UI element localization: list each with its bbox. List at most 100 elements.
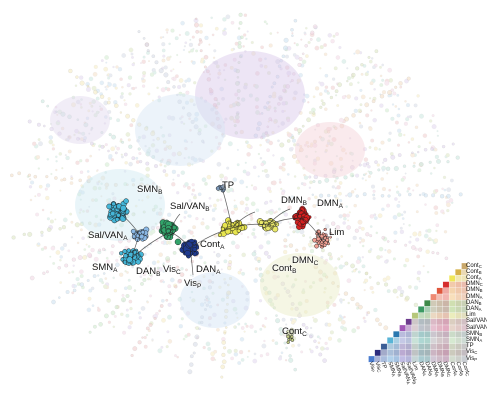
label-main: SMN — [92, 262, 114, 273]
matrix-cell — [461, 355, 468, 363]
matrix-row-label-subscript: C — [478, 263, 482, 269]
matrix-diagonal-cell — [399, 324, 406, 332]
label-subscript: A — [216, 269, 221, 276]
matrix-row-label-subscript: A — [478, 306, 482, 312]
label-tp: TP — [222, 181, 234, 191]
matrix-cell — [430, 343, 437, 350]
label-main: Lim — [329, 227, 345, 238]
matrix-row-label-main: SMN — [466, 336, 480, 343]
matrix-diagonal-cell — [417, 306, 425, 313]
label-subscript: A — [113, 267, 118, 274]
matrix-row-label: ContC — [466, 263, 482, 270]
matrix-row-label-subscript: A — [479, 294, 483, 300]
matrix-cell — [436, 349, 444, 357]
label-main: DAN — [136, 266, 157, 277]
matrix-cell — [424, 318, 431, 326]
label-main: SMN — [137, 184, 159, 195]
matrix-row-label-subscript: A — [479, 337, 483, 343]
label-subscript: A — [220, 244, 225, 251]
matrix-cell — [455, 318, 462, 326]
matrix-row-label: DMNB — [466, 287, 483, 294]
matrix-cell — [442, 337, 450, 344]
matrix-cell — [405, 324, 413, 332]
matrix-cell — [448, 324, 456, 332]
cluster-smn-b — [106, 198, 130, 224]
matrix-cell — [442, 331, 450, 338]
matrix-diagonal-cell — [442, 281, 450, 288]
matrix-cell — [436, 337, 444, 344]
label-lim: Lim — [329, 228, 344, 238]
matrix-diagonal-cell — [405, 318, 413, 326]
matrix-cell — [448, 318, 456, 326]
label-main: Sal/VAN — [88, 230, 124, 241]
matrix-cell — [442, 312, 450, 319]
matrix-cell — [405, 343, 413, 350]
matrix-diagonal-cell — [411, 312, 419, 319]
matrix-cell — [386, 349, 394, 357]
matrix-cell — [436, 300, 444, 307]
matrix-cell — [455, 343, 462, 350]
matrix-cell — [411, 343, 419, 350]
matrix-cell — [448, 300, 456, 307]
matrix-cell — [448, 312, 456, 319]
matrix-row-label-main: DAN — [466, 299, 479, 306]
matrix-cell — [455, 306, 462, 313]
matrix-cell — [436, 331, 444, 338]
matrix-cell — [424, 324, 431, 332]
cluster-smn-a — [119, 248, 144, 266]
matrix-cell — [417, 337, 425, 344]
matrix-cell — [455, 337, 462, 344]
label-main: Sal/VAN — [170, 201, 206, 212]
matrix-diagonal-cell — [436, 287, 444, 295]
matrix-cell — [442, 287, 450, 295]
matrix-cell — [448, 337, 456, 344]
radial-spokes — [10, 12, 463, 379]
matrix-cell — [424, 306, 431, 313]
matrix-cell — [455, 275, 462, 282]
matrix-row-label: VisC — [466, 349, 477, 356]
label-smn-b: SMNB — [137, 184, 162, 196]
matrix-row-label: Lim — [466, 312, 476, 319]
matrix-cell — [455, 349, 462, 357]
matrix-cell — [455, 324, 462, 332]
matrix-cell — [448, 293, 456, 301]
label-dmn-a: DMNA — [317, 199, 343, 210]
matrix-row-label: DMNC — [466, 281, 483, 288]
matrix-cell — [399, 337, 406, 344]
network-edges — [117, 187, 323, 276]
cluster-sal-van-a — [130, 226, 150, 242]
matrix-row-label-subscript: C — [479, 282, 483, 288]
color-washes — [50, 51, 365, 328]
label-main: TP — [222, 180, 235, 191]
matrix-row-label-main: Cont — [466, 262, 479, 269]
matrix-cell — [442, 349, 450, 357]
label-subscript: C — [313, 260, 319, 267]
label-main: Vis — [163, 264, 177, 275]
matrix-cell — [411, 318, 419, 326]
matrix-cell — [393, 343, 400, 350]
matrix-row-label: DANA — [466, 306, 482, 313]
matrix-cell — [430, 306, 437, 313]
label-subscript: A — [123, 235, 128, 242]
matrix-cell — [436, 324, 444, 332]
matrix-row-label: SMNA — [466, 337, 482, 344]
label-smn-a: SMNA — [92, 262, 118, 274]
matrix-cell — [417, 312, 425, 319]
label-sal-van-a: Sal/VANA — [88, 230, 128, 242]
label-cont-c: ContC — [282, 327, 307, 338]
matrix-cell — [405, 349, 413, 357]
label-vis-p: VisP — [184, 279, 202, 290]
matrix-diagonal-cell — [374, 349, 382, 357]
matrix-row-label-subscript: B — [479, 331, 483, 337]
matrix-cell — [442, 300, 450, 307]
matrix-cell — [448, 349, 456, 357]
label-subscript: B — [205, 206, 210, 213]
matrix-row-label-main: DMN — [466, 281, 480, 288]
matrix-cell — [393, 337, 400, 344]
label-cont-a: ContA — [200, 240, 225, 251]
matrix-cell — [455, 287, 462, 295]
matrix-cell — [455, 281, 462, 288]
matrix-cell — [448, 281, 456, 288]
label-subscript: P — [197, 283, 202, 290]
matrix-cell — [436, 293, 444, 301]
